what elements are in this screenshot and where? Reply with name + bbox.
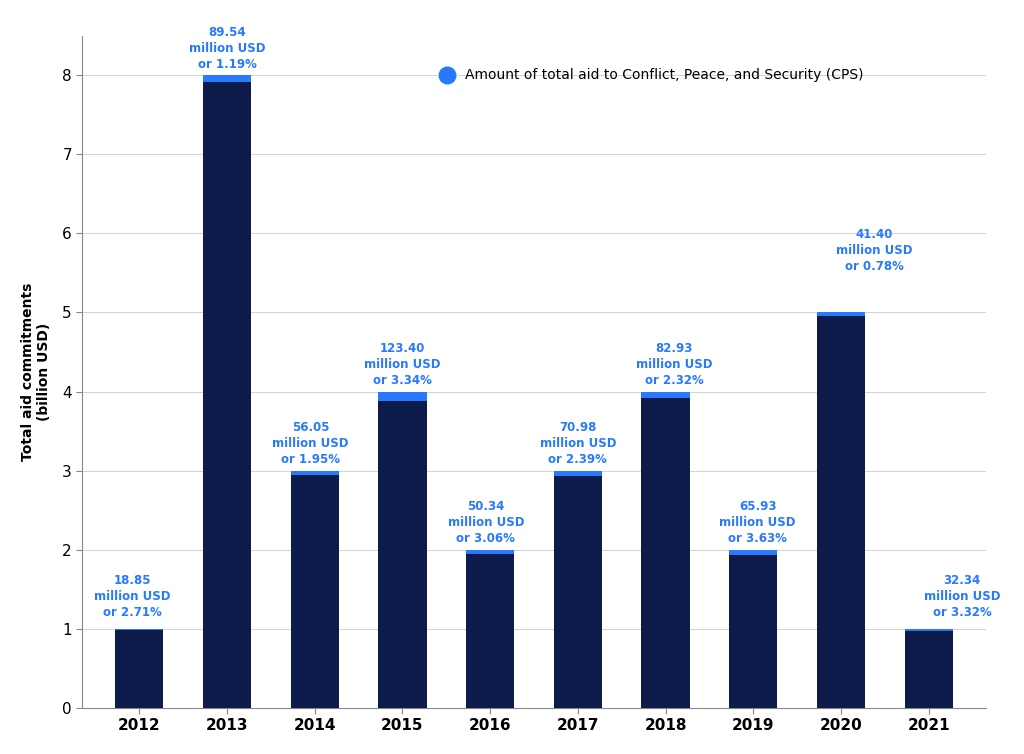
Text: 89.54
million USD
or 1.19%: 89.54 million USD or 1.19% [188, 26, 265, 71]
Bar [116, 629, 164, 630]
Bar [641, 398, 690, 708]
Bar [554, 477, 602, 708]
Bar [729, 555, 777, 708]
Text: 32.34
million USD
or 3.32%: 32.34 million USD or 3.32% [924, 575, 1000, 619]
Bar [291, 475, 339, 708]
Text: 70.98
million USD
or 2.39%: 70.98 million USD or 2.39% [540, 421, 616, 466]
Bar [554, 470, 602, 477]
Bar [116, 630, 164, 708]
Bar [378, 391, 427, 401]
Bar [203, 82, 251, 708]
Bar [203, 75, 251, 82]
Text: 50.34
million USD
or 3.06%: 50.34 million USD or 3.06% [447, 500, 524, 545]
Legend: Amount of total aid to Conflict, Peace, and Security (CPS): Amount of total aid to Conflict, Peace, … [434, 63, 868, 88]
Text: 82.93
million USD
or 2.32%: 82.93 million USD or 2.32% [636, 342, 713, 387]
Bar [641, 391, 690, 398]
Bar [729, 550, 777, 555]
Bar [904, 629, 952, 631]
Text: 18.85
million USD
or 2.71%: 18.85 million USD or 2.71% [94, 575, 171, 619]
Bar [378, 401, 427, 708]
Bar [904, 631, 952, 708]
Bar [817, 312, 865, 316]
Text: 123.40
million USD
or 3.34%: 123.40 million USD or 3.34% [365, 342, 440, 387]
Y-axis label: Total aid commitments
(billion USD): Total aid commitments (billion USD) [20, 283, 51, 461]
Bar [466, 550, 514, 553]
Bar [291, 470, 339, 475]
Text: 56.05
million USD
or 1.95%: 56.05 million USD or 1.95% [272, 421, 348, 466]
Bar [466, 553, 514, 708]
Text: 65.93
million USD
or 3.63%: 65.93 million USD or 3.63% [720, 500, 796, 545]
Bar [817, 316, 865, 708]
Text: 41.40
million USD
or 0.78%: 41.40 million USD or 0.78% [836, 228, 912, 273]
